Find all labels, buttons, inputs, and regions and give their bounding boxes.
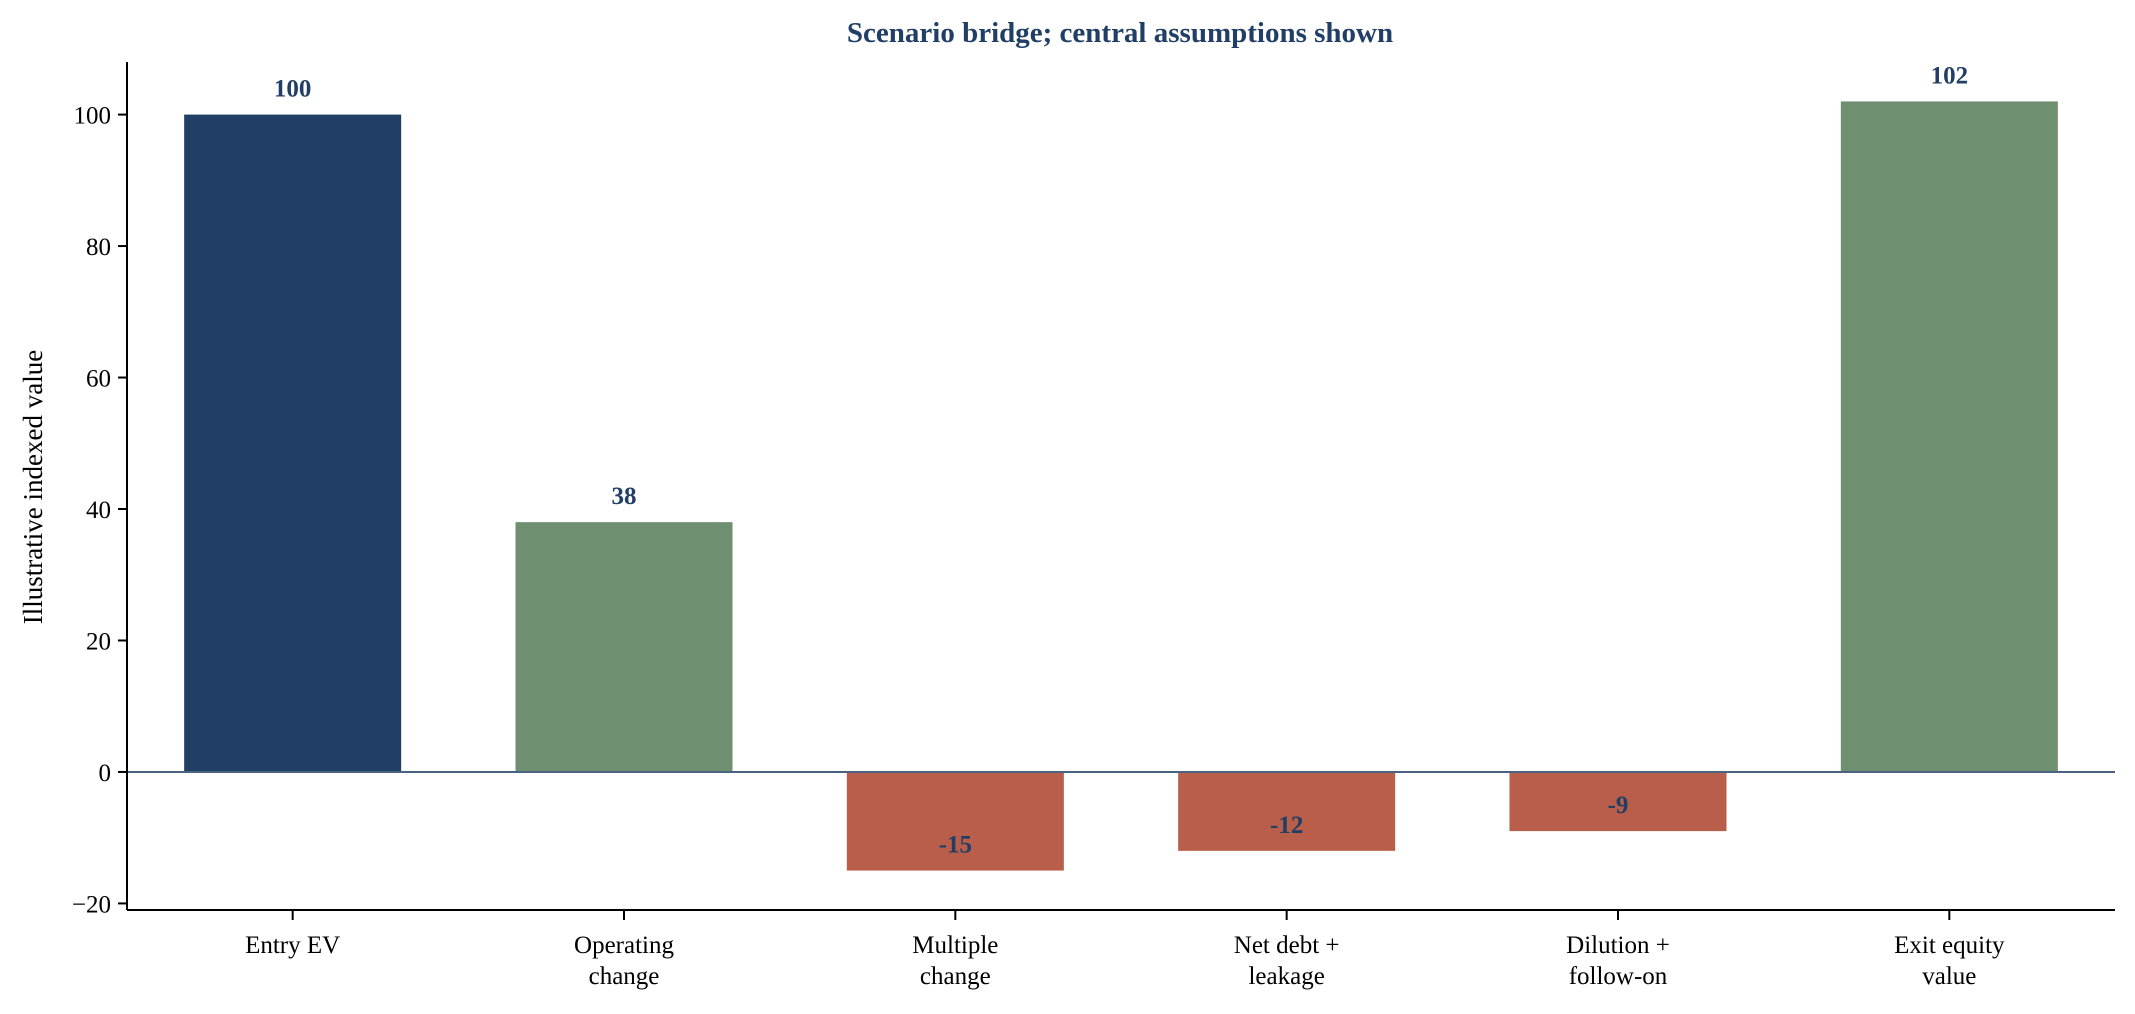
data-label: -12 <box>1270 812 1303 839</box>
bar <box>515 522 733 772</box>
x-tick-label: Dilution + follow-on <box>1566 932 1670 990</box>
bar <box>1509 771 1727 832</box>
bar <box>1840 101 2058 772</box>
x-tick-label: Multiple change <box>912 932 998 990</box>
x-tick-label: Operating change <box>574 932 674 990</box>
data-label: -9 <box>1608 792 1629 819</box>
bar <box>184 114 402 772</box>
y-tick-label: 100 <box>74 103 112 130</box>
chart-title: Scenario bridge; central assumptions sho… <box>847 17 1393 49</box>
x-tick-label: Net debt + leakage <box>1234 932 1340 990</box>
x-tick-label: Entry EV <box>245 932 340 959</box>
axes <box>126 62 2115 911</box>
y-axis-label: Illustrative indexed value <box>18 350 48 624</box>
x-tick-label: Exit equity value <box>1894 932 2005 990</box>
data-label: 38 <box>612 483 637 510</box>
data-label: 102 <box>1931 62 1969 89</box>
x-axis-labels: Entry EV Operating change Multiple change Net… <box>245 910 2005 990</box>
y-tick-label: 80 <box>86 234 111 261</box>
y-tick-label: −20 <box>72 891 111 918</box>
bar <box>846 771 1064 871</box>
bar <box>1178 771 1396 851</box>
data-labels: 100 38 -15 -12 -9 102 <box>274 62 1968 858</box>
y-tick-label: 60 <box>86 366 111 393</box>
data-label: -15 <box>939 832 972 859</box>
data-label: 100 <box>274 76 312 103</box>
y-tick-label: 0 <box>99 760 112 787</box>
bars <box>184 101 2058 871</box>
y-tick-label: 40 <box>86 497 111 524</box>
y-tick-label: 20 <box>86 628 111 655</box>
y-axis-ticks: −20 0 20 40 60 80 100 <box>72 103 127 918</box>
